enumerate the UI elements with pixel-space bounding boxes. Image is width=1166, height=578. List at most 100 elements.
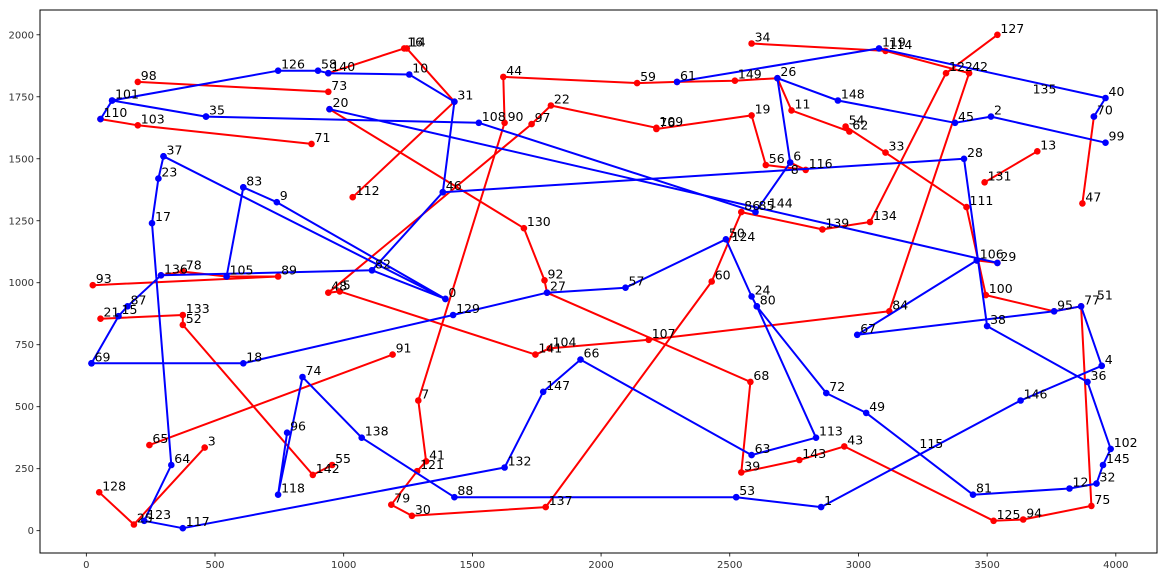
blue-route-line-19 bbox=[442, 157, 1112, 496]
blue-route-point-13-3 bbox=[786, 159, 794, 166]
red-route-point-3-2 bbox=[403, 45, 411, 52]
blue-route-point-19-3 bbox=[1084, 378, 1091, 386]
blue-route-point-15-12 bbox=[748, 293, 755, 300]
node-label-92: 92 bbox=[548, 266, 564, 281]
node-label-133: 133 bbox=[186, 301, 210, 316]
node-label-127: 127 bbox=[1000, 21, 1024, 36]
blue-route-point-15-5 bbox=[179, 524, 187, 532]
node-label-103: 103 bbox=[141, 111, 165, 126]
node-label-105: 105 bbox=[230, 263, 254, 278]
node-label-131: 131 bbox=[988, 168, 1012, 183]
node-label-60: 60 bbox=[715, 268, 731, 283]
red-route-point-10-0 bbox=[1079, 200, 1086, 207]
node-label-145: 145 bbox=[1106, 451, 1130, 466]
node-label-66: 66 bbox=[584, 346, 600, 361]
node-label-49: 49 bbox=[869, 399, 885, 414]
node-label-24: 24 bbox=[755, 282, 771, 297]
node-label-129: 129 bbox=[456, 301, 480, 316]
blue-route-point-15-3 bbox=[168, 461, 175, 469]
blue-route-point-13-7 bbox=[987, 113, 995, 120]
node-label-25: 25 bbox=[137, 511, 153, 526]
red-route-point-2-36 bbox=[994, 31, 1001, 39]
node-label-52: 52 bbox=[186, 311, 202, 326]
blue-route-point-19-1 bbox=[960, 155, 968, 163]
red-route-point-2-18 bbox=[788, 107, 795, 114]
node-label-29: 29 bbox=[1000, 249, 1016, 264]
node-label-95: 95 bbox=[1057, 297, 1073, 312]
red-route-point-6-4 bbox=[328, 461, 336, 469]
node-label-38: 38 bbox=[990, 312, 1006, 327]
node-label-112: 112 bbox=[356, 183, 380, 198]
red-route-point-0-1 bbox=[134, 122, 142, 129]
node-label-114: 114 bbox=[889, 37, 913, 52]
node-label-41: 41 bbox=[429, 447, 445, 462]
blue-route-point-22-1 bbox=[817, 503, 825, 511]
red-route-point-2-20 bbox=[731, 77, 739, 84]
node-label-125: 125 bbox=[997, 507, 1021, 522]
blue-route-point-18-0 bbox=[240, 184, 247, 191]
node-label-149: 149 bbox=[738, 67, 762, 82]
blue-route-point-19-0 bbox=[439, 188, 447, 196]
node-label-45: 45 bbox=[958, 109, 974, 124]
blue-route-point-20-0 bbox=[673, 78, 681, 86]
node-label-26: 26 bbox=[780, 64, 796, 79]
node-label-84: 84 bbox=[892, 297, 908, 312]
node-label-119: 119 bbox=[882, 34, 906, 49]
y-tick-label-4: 1000 bbox=[9, 278, 34, 289]
node-label-140: 140 bbox=[331, 59, 355, 74]
node-label-28: 28 bbox=[967, 145, 983, 160]
node-label-80: 80 bbox=[760, 292, 776, 307]
x-tick-label-5: 2500 bbox=[717, 560, 742, 571]
blue-route-point-17-2 bbox=[442, 295, 449, 303]
node-label-19: 19 bbox=[755, 101, 771, 116]
node-label-40: 40 bbox=[1109, 84, 1125, 99]
blue-route-point-15-17 bbox=[240, 360, 247, 367]
y-tick-label-1: 250 bbox=[15, 464, 34, 475]
blue-route-point-13-8 bbox=[1102, 139, 1109, 146]
node-label-54: 54 bbox=[849, 113, 865, 128]
node-label-57: 57 bbox=[629, 274, 645, 289]
node-label-6: 6 bbox=[793, 149, 801, 164]
red-route-point-4-13 bbox=[748, 112, 755, 119]
blue-route-point-13-4 bbox=[774, 74, 781, 82]
node-label-32: 32 bbox=[1100, 470, 1116, 485]
node-label-62: 62 bbox=[852, 118, 868, 133]
blue-route-point-14-0 bbox=[108, 97, 116, 104]
node-label-59: 59 bbox=[640, 69, 656, 84]
node-label-12: 12 bbox=[1073, 475, 1089, 490]
blue-route-point-15-6 bbox=[501, 464, 508, 471]
red-route-point-3-4 bbox=[349, 193, 357, 201]
node-label-22: 22 bbox=[554, 92, 570, 107]
node-label-134: 134 bbox=[873, 208, 897, 223]
red-route-point-2-26 bbox=[422, 458, 430, 465]
node-label-109: 109 bbox=[659, 114, 683, 129]
blue-route-point-19-7 bbox=[1066, 485, 1073, 492]
blue-route-point-13-1 bbox=[475, 119, 483, 127]
node-label-8: 8 bbox=[791, 162, 799, 177]
red-route-point-4-2 bbox=[965, 69, 973, 77]
node-label-90: 90 bbox=[508, 109, 524, 124]
node-label-37: 37 bbox=[167, 142, 183, 157]
node-label-27: 27 bbox=[550, 279, 566, 294]
node-label-113: 113 bbox=[819, 424, 843, 439]
x-tick-label-3: 1500 bbox=[460, 560, 485, 571]
node-label-61: 61 bbox=[680, 68, 696, 83]
red-route-point-5-0 bbox=[89, 281, 97, 289]
red-route-point-2-17 bbox=[846, 128, 853, 135]
node-label-142: 142 bbox=[316, 461, 340, 476]
blue-route-layer bbox=[88, 45, 1114, 532]
blue-route-line-18 bbox=[225, 187, 245, 277]
blue-route-point-15-1 bbox=[155, 175, 162, 182]
blue-route-point-12-3 bbox=[314, 67, 322, 74]
node-label-3: 3 bbox=[208, 434, 216, 449]
node-label-141: 141 bbox=[538, 341, 562, 356]
blue-route-point-16-0 bbox=[160, 153, 167, 160]
node-label-87: 87 bbox=[131, 292, 147, 307]
node-label-68: 68 bbox=[753, 368, 769, 383]
blue-route-point-21-3 bbox=[299, 373, 306, 381]
blue-route-point-12-5 bbox=[406, 71, 413, 78]
node-label-146: 146 bbox=[1024, 387, 1048, 402]
blue-route-line-20 bbox=[676, 47, 1107, 118]
x-tick-label-4: 2000 bbox=[588, 560, 613, 571]
blue-route-point-19-5 bbox=[1099, 461, 1107, 469]
